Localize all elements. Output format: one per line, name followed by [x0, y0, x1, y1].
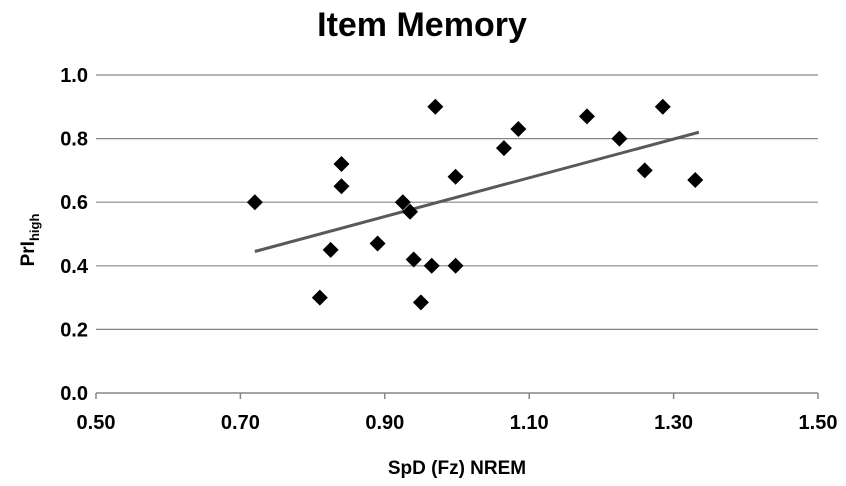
data-point-marker — [402, 203, 419, 220]
y-tick-label: 0.6 — [60, 192, 88, 214]
data-point-marker — [246, 194, 263, 211]
x-tick-label: 0.70 — [221, 412, 260, 434]
data-point-marker — [369, 235, 386, 252]
data-point-marker — [611, 130, 628, 147]
y-axis-title-subscript: high — [27, 214, 42, 241]
data-point-marker — [333, 156, 350, 173]
data-point-marker — [578, 108, 595, 125]
data-points — [246, 98, 704, 311]
data-point-marker — [333, 178, 350, 195]
y-axis-ticks: 0.0 0.2 0.4 0.6 0.8 1.0 — [60, 65, 89, 405]
x-tick-label: 1.10 — [510, 412, 549, 434]
x-tick-label: 1.50 — [799, 412, 838, 434]
x-tick-label: 1.30 — [654, 412, 693, 434]
x-axis-ticks: 0.50 0.70 0.90 1.10 1.30 1.50 — [77, 393, 838, 434]
data-point-marker — [322, 241, 339, 258]
y-axis-title-main: PrI — [18, 241, 39, 266]
data-point-marker — [510, 121, 527, 138]
grid-lines — [96, 74, 818, 330]
y-tick-label: 0.0 — [60, 383, 88, 405]
data-point-marker — [447, 257, 464, 274]
data-point-marker — [447, 168, 464, 185]
data-point-marker — [654, 98, 671, 115]
y-tick-label: 0.2 — [60, 319, 88, 341]
data-point-marker — [423, 257, 440, 274]
data-point-marker — [495, 140, 512, 157]
data-point-marker — [412, 294, 429, 311]
data-point-marker — [405, 251, 422, 268]
trendline-layer — [254, 130, 700, 253]
y-tick-label: 0.4 — [60, 256, 89, 278]
chart-title: Item Memory — [317, 6, 527, 44]
y-tick-label: 0.8 — [60, 129, 88, 151]
y-tick-label: 1.0 — [60, 65, 88, 87]
data-point-marker — [427, 98, 444, 115]
y-axis-title: PrIhigh — [18, 214, 42, 267]
data-point-marker — [394, 194, 411, 211]
x-axis-title: SpD (Fz) NREM — [388, 458, 526, 479]
x-tick-label: 0.50 — [77, 412, 116, 434]
data-point-marker — [311, 289, 328, 306]
data-point-marker — [636, 162, 653, 179]
data-point-marker — [687, 171, 704, 188]
x-tick-label: 0.90 — [365, 412, 404, 434]
trendline — [254, 130, 700, 253]
